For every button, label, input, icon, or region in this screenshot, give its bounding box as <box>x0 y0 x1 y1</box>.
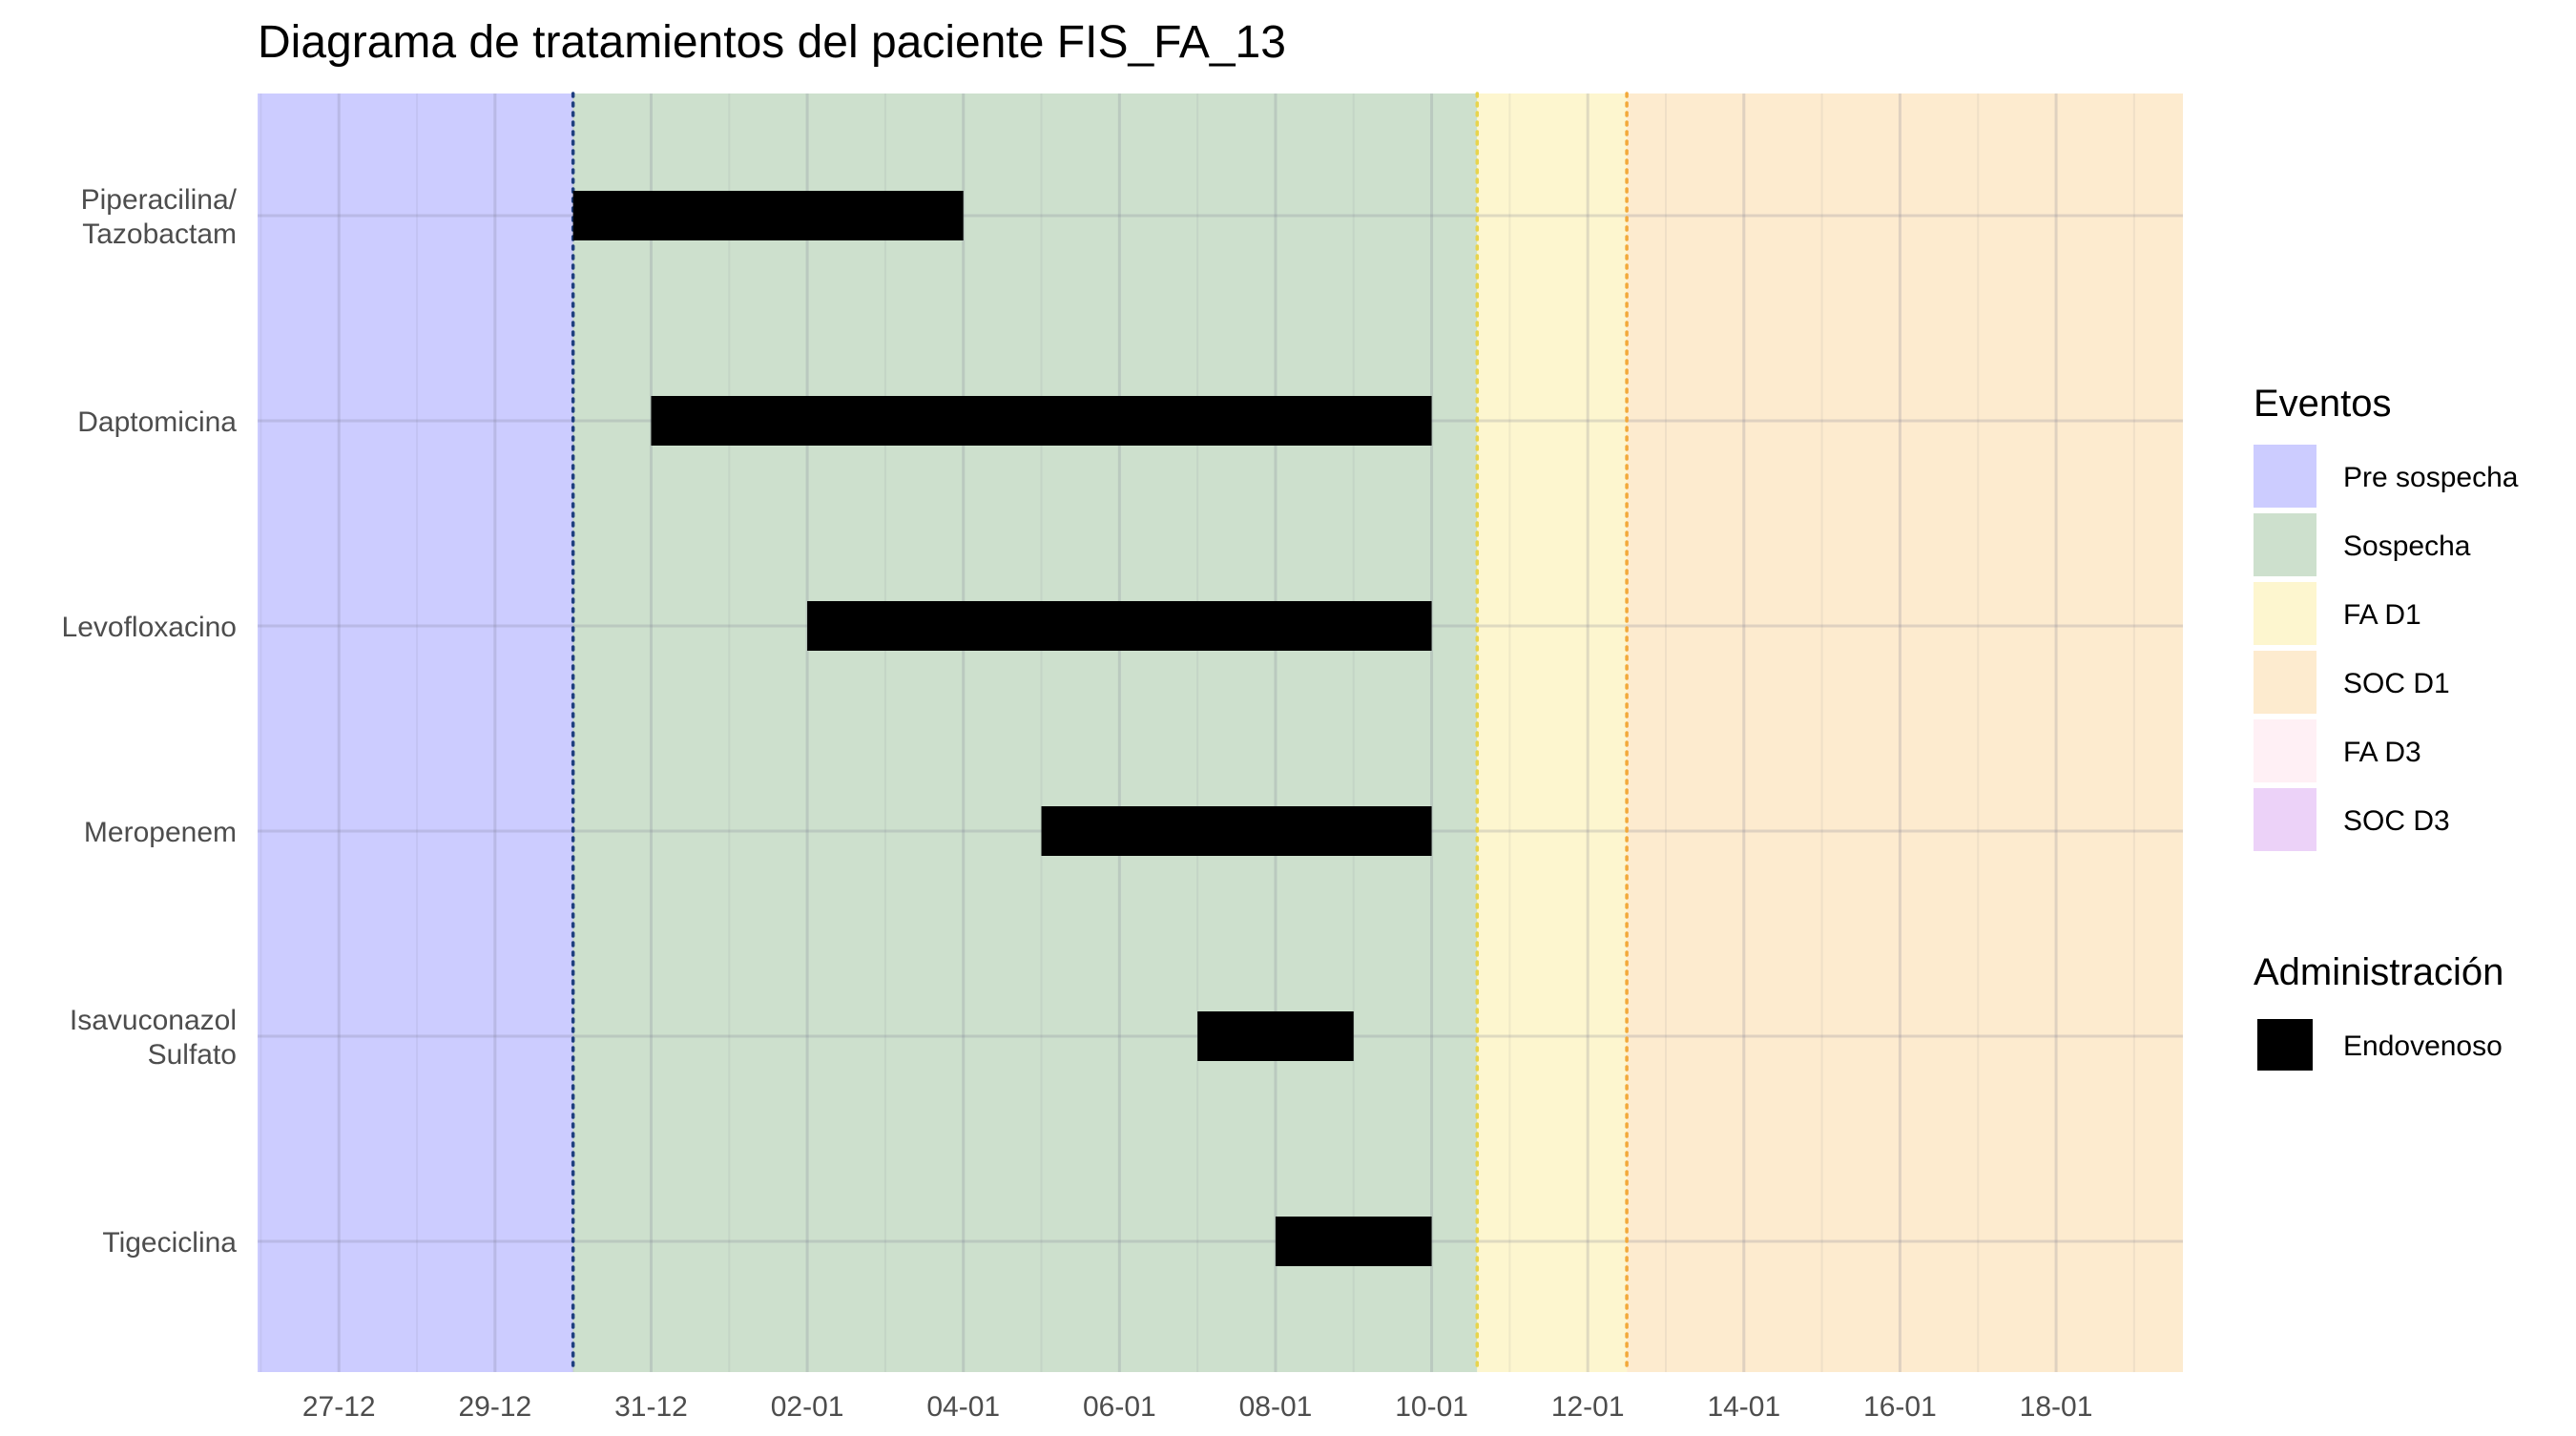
x-tick-label: 06-01 <box>1083 1391 1156 1423</box>
treatment-bar-5 <box>1275 1217 1432 1266</box>
x-tick-label: 08-01 <box>1239 1391 1313 1423</box>
event-period-3 <box>1627 94 2183 1372</box>
treatment-bar-4 <box>1197 1011 1354 1061</box>
x-tick-label: 02-01 <box>771 1391 844 1423</box>
chart-title: Diagrama de tratamientos del paciente FI… <box>258 17 1286 68</box>
treatment-bar-0 <box>572 191 964 240</box>
legend-eventos-label: SOC D3 <box>2343 805 2450 837</box>
x-tick-label: 18-01 <box>2020 1391 2093 1423</box>
x-tick-label: 10-01 <box>1395 1391 1468 1423</box>
event-period-1 <box>572 94 1478 1372</box>
legend-eventos-key <box>2254 719 2316 782</box>
legend-eventos-label: FA D1 <box>2343 599 2421 631</box>
legend-administracion-title: Administración <box>2254 951 2503 993</box>
legend-eventos-label: SOC D1 <box>2343 668 2450 699</box>
treatment-bar-2 <box>807 601 1432 651</box>
legend-eventos-label: Pre sospecha <box>2343 462 2519 493</box>
y-category-label: Daptomicina <box>77 406 237 438</box>
x-tick-label: 14-01 <box>1707 1391 1780 1423</box>
x-tick-label: 31-12 <box>614 1391 688 1423</box>
legend-eventos-key <box>2254 445 2316 508</box>
legend-eventos-key <box>2254 651 2316 714</box>
legend-eventos-label: Sospecha <box>2343 531 2471 562</box>
legend-administracion-key <box>2257 1019 2313 1071</box>
event-period-2 <box>1477 94 1628 1372</box>
x-tick-label: 16-01 <box>1863 1391 1937 1423</box>
legend-eventos-key <box>2254 582 2316 645</box>
x-tick-label: 27-12 <box>302 1391 376 1423</box>
y-category-label: Levofloxacino <box>62 612 237 643</box>
y-category-label: Isavuconazol Sulfato <box>70 1005 237 1071</box>
x-tick-label: 12-01 <box>1551 1391 1625 1423</box>
event-period-0 <box>258 94 573 1372</box>
y-category-label: Meropenem <box>84 817 237 848</box>
y-category-label: Tigeciclina <box>102 1227 237 1259</box>
y-category-label: Piperacilina/Tazobactam <box>81 184 238 250</box>
legend-eventos-key <box>2254 513 2316 576</box>
legend-administracion-label: Endovenoso <box>2343 1030 2503 1062</box>
x-tick-label: 29-12 <box>458 1391 531 1423</box>
treatment-bar-3 <box>1041 806 1432 856</box>
legend-eventos-title: Eventos <box>2254 383 2392 425</box>
x-tick-label: 04-01 <box>926 1391 1000 1423</box>
legend-eventos-label: FA D3 <box>2343 737 2421 768</box>
legend-eventos-key <box>2254 788 2316 851</box>
treatment-bar-1 <box>651 396 1432 446</box>
